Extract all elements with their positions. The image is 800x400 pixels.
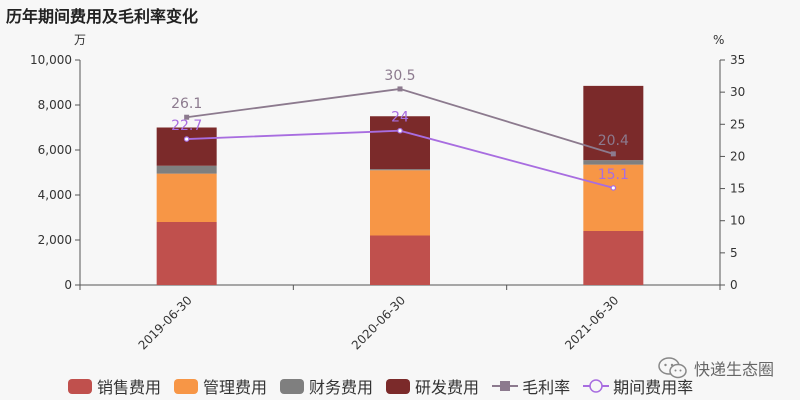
legend-label-rnd: 研发费用	[415, 378, 480, 397]
gross-margin-point	[397, 86, 403, 92]
y-right-tick-label: 0	[730, 278, 738, 292]
expense-ratio-point	[183, 136, 190, 142]
y-right-unit: %	[713, 33, 724, 47]
x-tick-label: 2019-06-30	[136, 293, 195, 352]
y-left-tick-label: 8,000	[38, 98, 72, 112]
watermark-text: 快递生态圈	[693, 360, 774, 379]
bar-admin	[583, 164, 644, 231]
legend-item-gross-margin[interactable]: 毛利率	[492, 374, 570, 398]
y-left-tick-label: 0	[64, 278, 72, 292]
legend: 销售费用 管理费用 财务费用 研发费用 毛利率 期间费用率	[68, 374, 706, 398]
gross-margin-point	[184, 114, 190, 120]
bar-admin	[156, 173, 217, 222]
legend-label-finance: 财务费用	[309, 378, 374, 397]
legend-label-gross-margin: 毛利率	[522, 378, 571, 397]
y-left-tick-label: 4,000	[38, 188, 72, 202]
gross-margin-data-label: 30.5	[384, 68, 415, 84]
legend-item-admin[interactable]: 管理费用	[174, 374, 267, 398]
legend-label-admin: 管理费用	[203, 378, 268, 397]
bar-sales	[370, 235, 430, 285]
gross-margin-data-label: 20.4	[598, 133, 629, 149]
x-tick-label: 2021-06-30	[562, 293, 621, 352]
legend-item-sales[interactable]: 销售费用	[68, 374, 161, 398]
legend-swatch-admin	[174, 378, 199, 394]
y-right-tick-label: 15	[730, 182, 745, 196]
expense-ratio-point	[610, 185, 617, 191]
wechat-icon	[658, 357, 687, 379]
legend-swatch-rnd	[386, 378, 411, 394]
bar-rnd	[370, 116, 430, 170]
bar-rnd	[583, 85, 644, 161]
expense-ratio-data-label: 24	[391, 110, 409, 126]
y-right-tick-label: 20	[730, 149, 745, 163]
legend-label-sales: 销售费用	[97, 378, 162, 397]
bar-sales	[583, 231, 644, 285]
chart-title: 历年期间费用及毛利率变化	[6, 7, 199, 26]
bar-admin	[370, 170, 430, 236]
expense-ratio-data-label: 15.1	[598, 167, 629, 183]
watermark: 快递生态圈	[658, 356, 774, 380]
legend-swatch-sales	[68, 378, 92, 394]
y-left-tick-label: 2,000	[38, 233, 72, 247]
expense-ratio-point	[397, 127, 403, 134]
y-left-unit: 万	[74, 33, 86, 47]
gross-margin-point	[610, 151, 616, 157]
legend-item-finance[interactable]: 财务费用	[280, 374, 373, 398]
y-right-tick-label: 25	[730, 117, 745, 131]
legend-item-rnd[interactable]: 研发费用	[386, 374, 479, 398]
legend-swatch-finance	[280, 378, 305, 394]
legend-line-circle-icon	[583, 379, 610, 393]
bar-finance	[156, 165, 217, 174]
y-right-tick-label: 10	[730, 214, 745, 228]
legend-line-square-icon	[492, 381, 519, 391]
bar-rnd	[156, 127, 217, 166]
y-right-tick-label: 35	[730, 53, 745, 67]
y-right-tick-label: 5	[730, 246, 738, 260]
y-left-tick-label: 6,000	[38, 143, 72, 157]
bar-sales	[156, 222, 217, 285]
bar-finance	[583, 160, 644, 165]
x-tick-label: 2020-06-30	[349, 293, 408, 352]
gross-margin-data-label: 26.1	[171, 96, 202, 112]
y-left-tick-label: 10,000	[30, 53, 72, 67]
expense-ratio-data-label: 22.7	[171, 118, 202, 134]
legend-item-expense-ratio[interactable]: 期间费用率	[583, 374, 693, 398]
bar-finance	[370, 169, 430, 171]
y-right-tick-label: 30	[730, 85, 745, 99]
legend-label-expense-ratio: 期间费用率	[613, 378, 694, 397]
